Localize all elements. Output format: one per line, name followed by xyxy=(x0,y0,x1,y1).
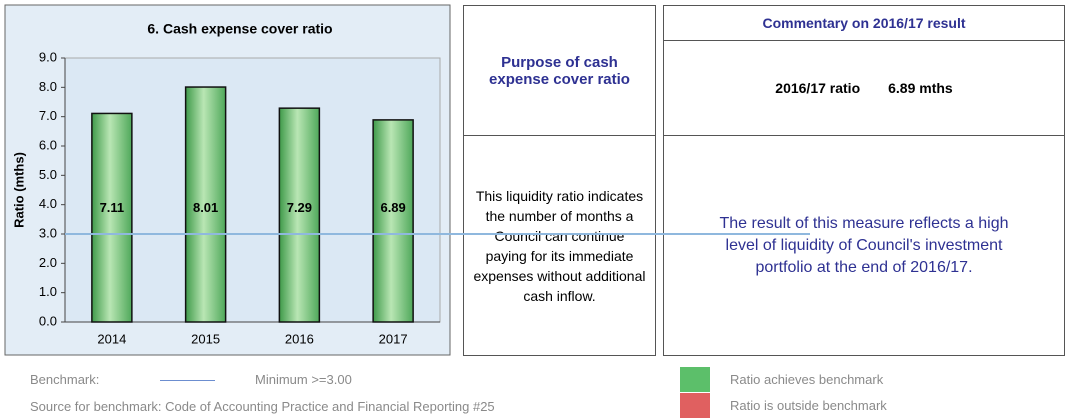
source: Source for benchmark: Code of Accounting… xyxy=(30,399,495,414)
ratio-label: 2016/17 ratio xyxy=(775,80,861,96)
value-label: 7.11 xyxy=(100,200,125,215)
bar xyxy=(184,86,227,323)
ratio-value: 6.89 mths xyxy=(888,80,953,96)
y-tick-label: 6.0 xyxy=(39,137,57,152)
legend-swatch xyxy=(680,367,710,392)
y-tick-label: 3.0 xyxy=(39,225,57,240)
purpose-text: This liquidity ratio indicates the numbe… xyxy=(463,135,656,356)
benchmark-key xyxy=(160,380,215,381)
y-tick-label: 8.0 xyxy=(39,79,57,94)
value-label: 7.29 xyxy=(287,200,312,215)
y-tick-label: 4.0 xyxy=(39,196,57,211)
x-tick-label: 2015 xyxy=(191,331,220,346)
x-tick-label: 2016 xyxy=(285,331,314,346)
y-tick-label: 7.0 xyxy=(39,108,57,123)
x-tick-label: 2017 xyxy=(379,331,408,346)
purpose-title: Purpose of cash expense cover ratio xyxy=(463,5,656,136)
y-tick-label: 5.0 xyxy=(39,167,57,182)
value-label: 8.01 xyxy=(193,200,218,215)
y-tick-label: 9.0 xyxy=(39,49,57,64)
legend-swatch xyxy=(680,393,710,418)
commentary-text: The result of this measure reflects a hi… xyxy=(663,135,1065,356)
y-tick-label: 1.0 xyxy=(39,284,57,299)
legend-label: Ratio is outside benchmark xyxy=(730,398,887,413)
benchmark-text: Minimum >=3.00 xyxy=(255,372,352,387)
bar xyxy=(372,119,414,323)
y-axis-label: Ratio (mths) xyxy=(11,152,26,228)
bar xyxy=(278,107,321,323)
y-tick-label: 0.0 xyxy=(39,313,57,328)
x-tick-label: 2014 xyxy=(97,331,126,346)
y-tick-label: 2.0 xyxy=(39,255,57,270)
value-label: 6.89 xyxy=(380,200,405,215)
bar xyxy=(91,112,133,323)
benchmark-label: Benchmark: xyxy=(30,372,100,387)
chart: 6. Cash expense cover ratio Ratio (mths)… xyxy=(4,4,810,356)
legend-label: Ratio achieves benchmark xyxy=(730,372,884,387)
chart-title: 6. Cash expense cover ratio xyxy=(147,21,332,37)
